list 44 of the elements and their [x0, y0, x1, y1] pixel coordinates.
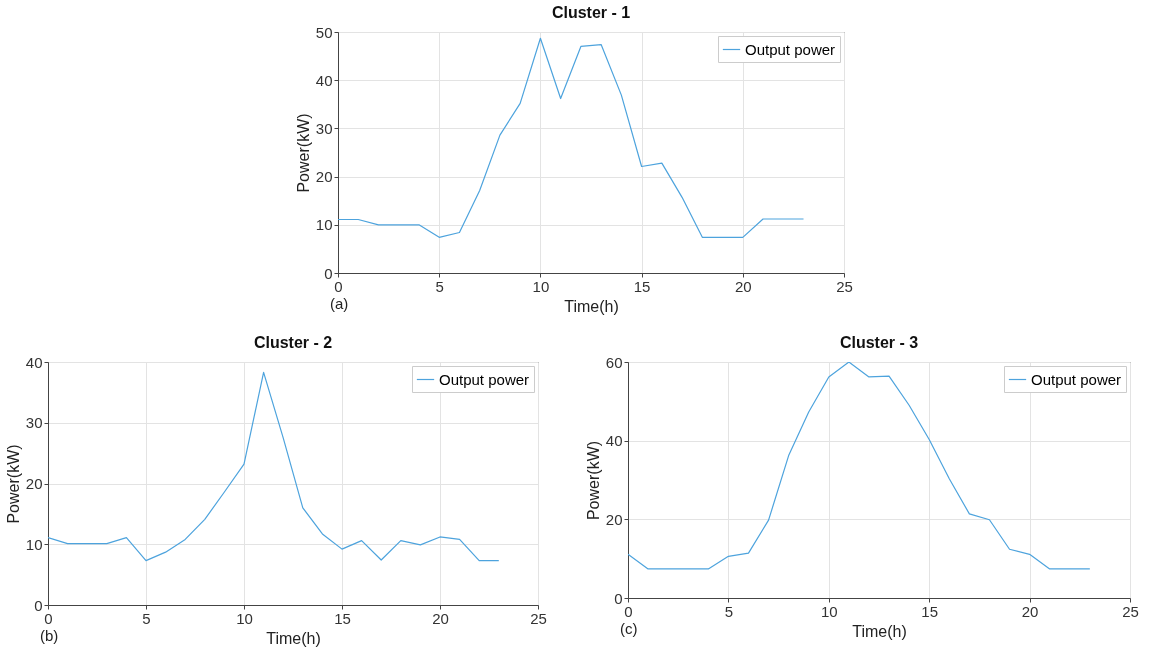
x-tick-label: 20 — [734, 277, 752, 295]
y-tick-label: 30 — [315, 119, 333, 137]
x-tick-label: 5 — [435, 277, 444, 295]
x-axis-title: Time(h) — [852, 622, 907, 640]
y-tick-label: 60 — [605, 353, 623, 371]
x-tick-label: 15 — [633, 277, 651, 295]
chart-title: Cluster - 2 — [253, 334, 333, 351]
text: (b) — [40, 627, 59, 644]
y-tick-label: 40 — [605, 432, 623, 450]
y-axis-title: Power(kW) — [584, 440, 602, 521]
x-tick-label: 15 — [334, 609, 351, 627]
legend-label: Output power — [745, 40, 836, 58]
x-tick-label: 10 — [236, 609, 253, 627]
y-tick-label: 20 — [25, 475, 43, 492]
y-axis-title: Power(kW) — [4, 444, 22, 524]
x-tick-label: 5 — [724, 602, 734, 620]
y-tick-label: 40 — [25, 353, 43, 371]
legend-label: Output power — [439, 370, 530, 388]
x-tick-label: 25 — [1122, 602, 1139, 620]
y-tick-label: 10 — [315, 216, 333, 234]
chart-title: Cluster - 3 — [839, 334, 919, 351]
x-tick-label: 25 — [530, 609, 547, 627]
y-tick-label: 0 — [324, 264, 333, 282]
x-tick-label: 20 — [432, 609, 449, 627]
y-axis-title: Power(kW) — [294, 113, 312, 193]
y-tick-label: 30 — [25, 414, 43, 432]
x-tick-label: 5 — [142, 609, 151, 627]
legend-label: Output power — [1031, 370, 1122, 388]
x-tick-label: 15 — [921, 602, 939, 620]
x-tick-label: 10 — [820, 602, 838, 620]
chart-title: Cluster - 1 — [551, 4, 631, 21]
y-tick-label: 20 — [605, 510, 623, 528]
x-tick-label: 10 — [532, 277, 550, 295]
x-tick-label: 25 — [836, 277, 853, 295]
y-tick-label: 10 — [25, 535, 43, 553]
x-axis-title: Time(h) — [266, 629, 321, 647]
x-axis-title: Time(h) — [564, 297, 619, 315]
x-tick-label: 20 — [1021, 602, 1039, 620]
y-tick-label: 50 — [315, 23, 333, 41]
y-tick-label: 0 — [614, 589, 623, 607]
text: (c) — [620, 620, 638, 637]
y-tick-label: 20 — [315, 168, 333, 186]
text: (a) — [330, 295, 349, 312]
y-tick-label: 40 — [315, 71, 333, 89]
